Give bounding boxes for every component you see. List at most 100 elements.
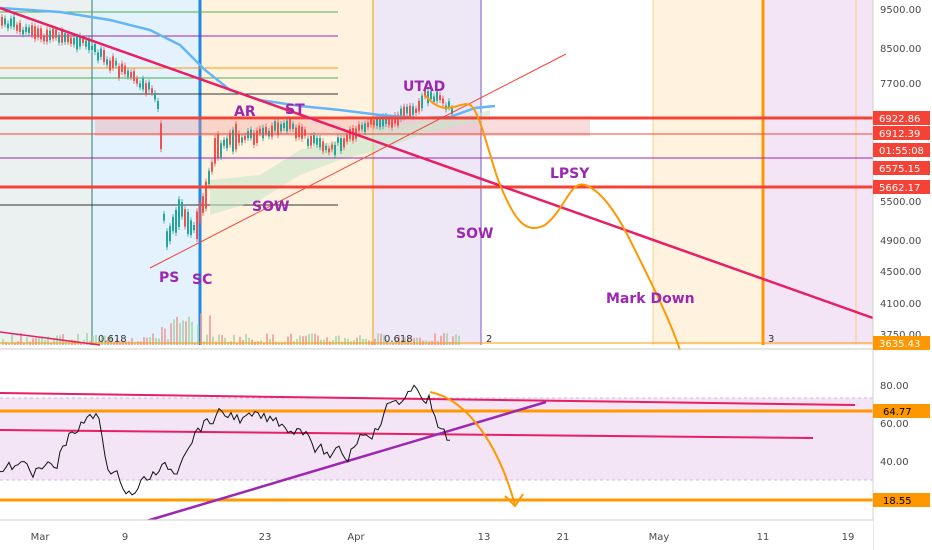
candle-body	[70, 37, 72, 44]
candle-body	[190, 220, 192, 236]
volume-bar	[20, 333, 22, 345]
rsi-tag-label: 64.77	[883, 407, 912, 418]
volume-bar	[272, 334, 274, 345]
volume-bar	[269, 338, 271, 345]
annotation-sow-2: SOW	[456, 226, 493, 242]
candle-body	[412, 106, 414, 115]
volume-bar	[416, 337, 418, 345]
price-tick-label: 4500.00	[880, 267, 921, 278]
volume-bar	[365, 338, 367, 345]
fib-label-1: 0.618	[98, 334, 127, 345]
candle-body	[409, 105, 411, 117]
candle-body	[130, 72, 132, 78]
candle-body	[163, 213, 165, 221]
candle-body	[178, 199, 180, 227]
candle-body	[424, 90, 426, 97]
volume-bar	[167, 339, 169, 345]
volume-bar	[158, 338, 160, 345]
volume-bar	[452, 336, 454, 345]
candle-body	[184, 209, 186, 227]
candle-body	[418, 100, 420, 112]
candle-body	[322, 141, 324, 152]
volume-bar	[131, 338, 133, 345]
volume-bar	[359, 335, 361, 345]
price-tick-label: 9500.00	[880, 5, 921, 16]
candle-body	[22, 29, 24, 35]
rsi-tag-label: 18.55	[883, 496, 912, 507]
volume-bar	[182, 320, 184, 345]
volume-bar	[323, 339, 325, 345]
candle-body	[73, 38, 75, 45]
candle-body	[172, 216, 174, 231]
candle-body	[196, 211, 198, 240]
candle-body	[46, 29, 48, 42]
volume-bar	[146, 337, 148, 345]
candle-body	[400, 108, 402, 120]
volume-bar	[26, 337, 28, 345]
volume-bar	[107, 337, 109, 345]
rsi-tag: 64.77	[873, 404, 930, 418]
volume-bar	[443, 333, 445, 345]
ascending-trendline	[149, 53, 567, 269]
rsi-projection	[429, 391, 516, 506]
candle-body	[433, 96, 435, 102]
volume-bar	[77, 333, 79, 345]
volume-bar	[281, 342, 283, 345]
candle-body	[406, 106, 408, 114]
candle-body	[82, 38, 84, 43]
volume-bar	[308, 333, 310, 345]
volume-bar	[92, 335, 94, 345]
volume-bar	[155, 337, 157, 345]
candle-body	[154, 92, 156, 100]
candle-body	[220, 143, 222, 158]
volume-bar	[50, 342, 52, 345]
candle-body	[283, 123, 285, 129]
price-tag: 5662.17	[873, 180, 930, 194]
volume-bar	[248, 337, 250, 345]
volume-bar	[434, 333, 436, 345]
volume-bar	[302, 336, 304, 345]
candle-body	[94, 43, 96, 52]
candle-body	[49, 30, 51, 41]
candle-body	[430, 91, 432, 100]
candle-body	[136, 78, 138, 84]
volume-bar	[194, 342, 196, 345]
candle-body	[451, 107, 453, 115]
candle-body	[382, 116, 384, 127]
rsi-tick-label: 80.00	[880, 381, 909, 392]
candle-body	[61, 30, 63, 43]
candle-body	[361, 124, 363, 130]
time-axis[interactable]: Mar 9 23 Apr 13 21 May 11 19	[31, 532, 855, 543]
candle-body	[370, 119, 372, 125]
annotation-st: ST	[285, 102, 305, 118]
candle-body	[34, 26, 36, 40]
volume-bar	[164, 328, 166, 345]
candle-body	[64, 33, 66, 42]
candle-body	[43, 36, 45, 42]
candle-body	[298, 125, 300, 138]
time-tick-label: 21	[557, 532, 570, 543]
candle-body	[391, 119, 393, 128]
volume-bar	[32, 338, 34, 345]
price-tag: 6922.86	[873, 111, 930, 125]
candle-body	[415, 108, 417, 113]
candle-body	[274, 121, 276, 131]
price-tick-label: 7700.00	[880, 79, 921, 90]
candle-body	[316, 138, 318, 145]
volume-bar	[35, 338, 37, 345]
candle-body	[52, 28, 54, 39]
volume-bar	[233, 334, 235, 345]
price-tick-label: 5500.00	[880, 197, 921, 208]
candle-body	[280, 124, 282, 132]
volume-bar	[419, 337, 421, 345]
candle-body	[379, 119, 381, 128]
key-levels	[0, 116, 873, 344]
rsi-axis[interactable]: 80.00 60.00 40.00	[880, 381, 909, 468]
volume-bar	[179, 323, 181, 345]
candle-body	[28, 27, 30, 34]
volume-bar	[44, 339, 46, 345]
volume-bar	[200, 313, 202, 345]
volume-bar	[389, 342, 391, 345]
time-tick-label: 23	[259, 532, 272, 543]
